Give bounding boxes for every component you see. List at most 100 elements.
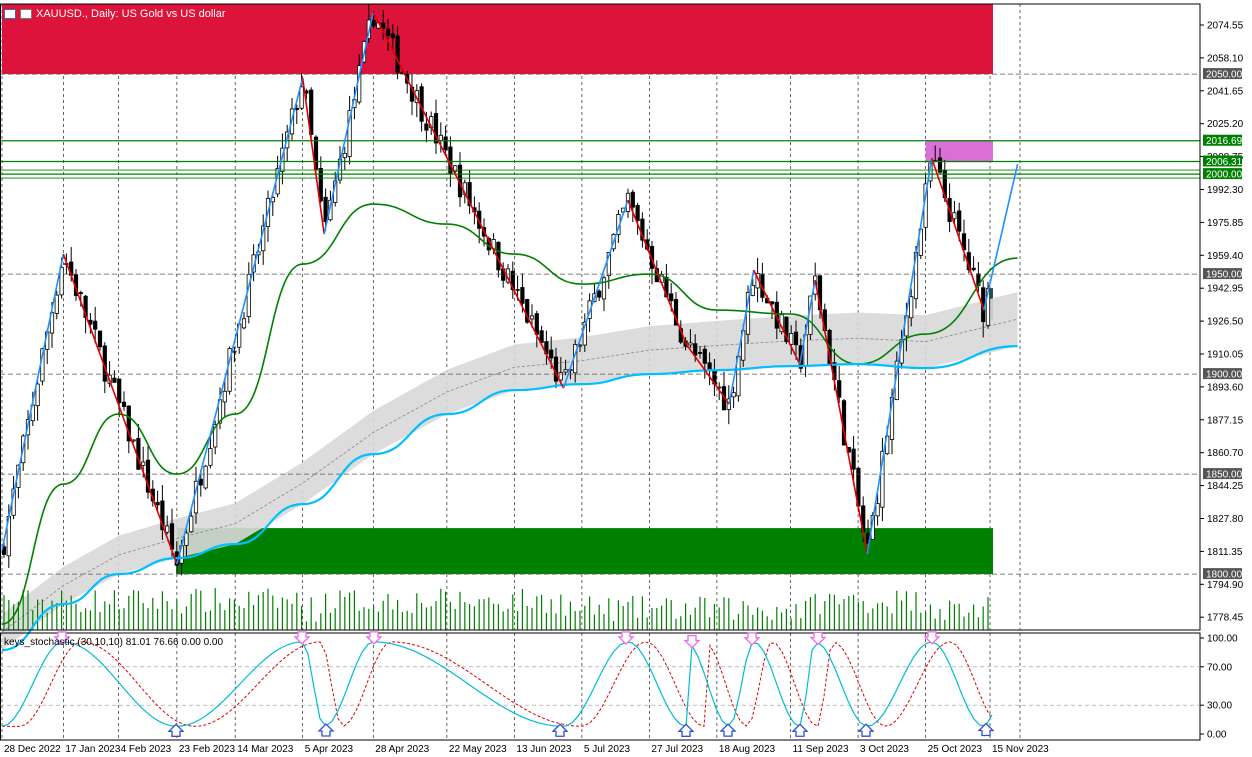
price-tick-label: 2041.65 (1207, 86, 1244, 97)
table-icon[interactable] (4, 9, 16, 19)
candle-body (467, 182, 472, 207)
candle-body (381, 22, 386, 29)
stoch-level-label: 70.00 (1207, 662, 1232, 673)
level-label: 1900.00 (1206, 370, 1243, 381)
level-label-box (1203, 68, 1242, 80)
candle-body (342, 152, 347, 159)
zigzag-up-leg (176, 77, 304, 565)
price-tick-label: 1877.15 (1207, 415, 1244, 426)
level-label: 1950.00 (1206, 270, 1243, 281)
candle-body (693, 343, 698, 356)
chart-type-icon[interactable] (20, 9, 32, 19)
candle-body (793, 331, 799, 346)
zone-demand (176, 528, 993, 575)
price-tick-label: 1942.95 (1207, 284, 1244, 295)
price-tick-label: 2074.55 (1207, 21, 1244, 32)
date-label: 5 Jul 2023 (584, 744, 631, 755)
candle-body (59, 266, 64, 296)
stoch-panel-border (0, 632, 1201, 741)
candle-body (121, 401, 127, 407)
stochastic-panel: 100.00 70.00 30.00 0.00 (0, 631, 1238, 741)
zone-magenta (925, 140, 993, 163)
candle-body (937, 157, 943, 173)
arrow-down-icon (53, 631, 71, 645)
date-axis[interactable]: 28 Dec 2022 17 Jan 2023 4 Feb 2023 23 Feb 2… (4, 744, 1049, 755)
level-label-box (1203, 568, 1242, 580)
candle-body (952, 212, 957, 220)
price-tick-label: 2025.20 (1207, 119, 1244, 130)
price-tick-label: 1975.85 (1207, 218, 1244, 229)
candle-body (702, 348, 707, 364)
level-label: 1850.00 (1206, 470, 1243, 481)
candle-body (395, 35, 400, 73)
zones (2, 4, 993, 575)
stoch-level-label: 30.00 (1207, 701, 1232, 712)
candle-body (438, 134, 443, 141)
candle-body (688, 342, 693, 346)
arrow-down-icon (809, 631, 827, 646)
candle-body (630, 191, 635, 208)
chart-title-bar: XAUUSD., Daily: US Gold vs US dollar (4, 6, 226, 22)
zigzag-up-leg (562, 199, 629, 389)
main-panel-border (0, 3, 1201, 631)
candle-body (957, 210, 962, 232)
candle-body (241, 318, 247, 329)
candle-body (160, 500, 165, 531)
candle-body (189, 515, 194, 533)
date-label: 11 Sep 2023 (793, 744, 849, 755)
chart-frame (0, 3, 1201, 741)
date-label: 23 Feb 2023 (179, 744, 236, 755)
price-tick-label: 1893.60 (1207, 382, 1244, 393)
stoch-level-label: 0.00 (1207, 730, 1227, 741)
ma-mid-line (1, 318, 1018, 633)
candle-body (155, 501, 160, 506)
zigzag-up-leg (983, 163, 1019, 311)
zigzag-lines (1, 11, 1019, 565)
level-label: 1800.00 (1206, 570, 1243, 581)
level-label-box (1203, 168, 1242, 180)
candle-body (443, 136, 448, 151)
candle-body (909, 296, 914, 319)
candle-body (784, 316, 789, 343)
candle-body (697, 352, 703, 354)
date-label: 13 Jun 2023 (516, 744, 571, 755)
level-label-box (1203, 368, 1242, 380)
candle-body (669, 293, 674, 302)
price-tick-label: 1811.35 (1207, 547, 1243, 558)
candle-body (985, 288, 991, 326)
candle-body (520, 287, 525, 304)
arrow-up-icon (317, 723, 335, 737)
zigzag-up-leg (1, 253, 65, 551)
indicator-title: keys_stochastic (30,10,10) 81.01 76.66 0… (4, 637, 224, 648)
price-axis[interactable]: 2074.552058.102041.652025.202008.751992.… (1200, 21, 1244, 624)
candle-body (731, 392, 736, 398)
price-tick-label: 1992.30 (1207, 185, 1244, 196)
zone-supply (2, 4, 993, 75)
level-label-box (1203, 155, 1242, 167)
candle-body (117, 378, 122, 404)
arrow-up-icon (677, 723, 695, 737)
date-label: 22 May 2023 (449, 744, 507, 755)
candle-body (35, 383, 40, 407)
zigzag-up-leg (798, 279, 816, 365)
candle-body (112, 377, 117, 383)
level-label-box (1203, 468, 1242, 480)
candle-body (145, 459, 151, 493)
level-label-box (1203, 134, 1242, 146)
candle-body (141, 461, 146, 466)
candle-body (424, 123, 429, 131)
candle-body (371, 19, 376, 27)
ma-cloud (1, 292, 1018, 651)
price-tick-label: 2058.10 (1207, 53, 1244, 64)
date-label: 5 Apr 2023 (305, 744, 354, 755)
zigzag-up-leg (866, 157, 933, 555)
date-label: 17 Jan 2023 (65, 744, 120, 755)
date-label: 4 Feb 2023 (121, 744, 172, 755)
candle-body (563, 369, 568, 373)
candle-body (126, 405, 131, 442)
candle-body (549, 349, 554, 359)
zigzag-down-leg (627, 199, 687, 345)
candle-body (558, 372, 563, 381)
arrow-down-icon (617, 631, 635, 645)
